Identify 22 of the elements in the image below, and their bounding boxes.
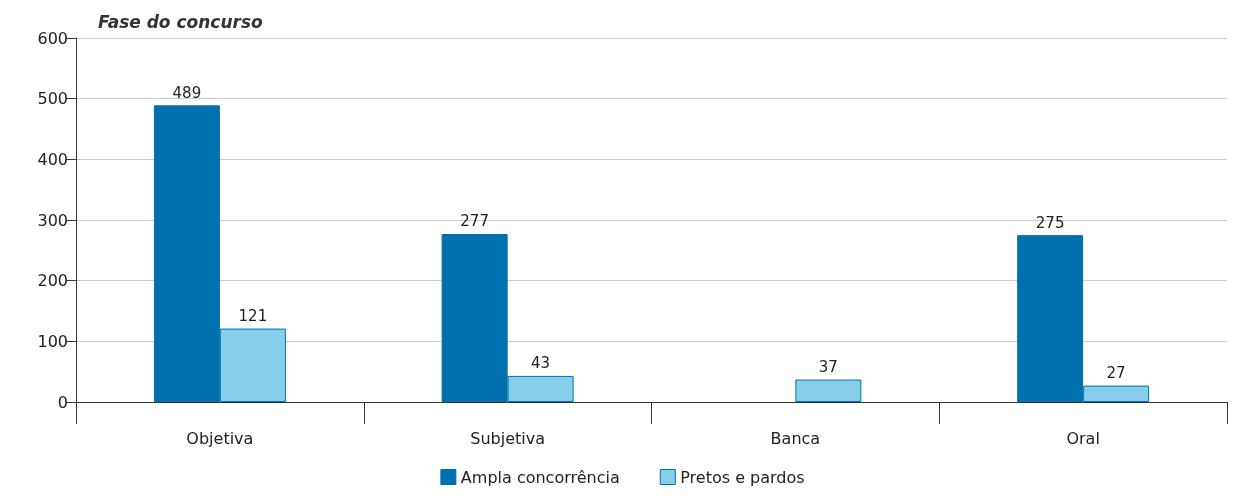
- data-label: 27: [1106, 364, 1126, 383]
- y-tick-label: 400: [37, 149, 68, 169]
- data-label: 489: [172, 83, 202, 102]
- x-tick-label: Objetiva: [186, 428, 254, 448]
- y-tick-label: 200: [37, 271, 68, 291]
- data-label: 43: [531, 354, 551, 373]
- y-tick-label: 300: [37, 210, 68, 230]
- data-label: 121: [238, 307, 268, 326]
- y-tick-label: 600: [37, 28, 68, 48]
- x-tick-label: Banca: [770, 428, 821, 448]
- x-tick-label: Subjetiva: [470, 428, 545, 448]
- data-label: 277: [460, 212, 489, 231]
- legend-label: Pretos e pardos: [680, 467, 805, 487]
- legend-label: Ampla concorrência: [460, 467, 620, 487]
- data-label: 275: [1035, 213, 1065, 232]
- y-tick-label: 500: [37, 89, 68, 109]
- bar: [795, 379, 862, 402]
- y-tick-label: 100: [37, 331, 68, 351]
- data-label: 37: [818, 358, 838, 377]
- y-tick-label: 0: [57, 392, 68, 412]
- x-tick-label: Oral: [1066, 428, 1100, 448]
- chart-title: Fase do concurso: [98, 11, 264, 32]
